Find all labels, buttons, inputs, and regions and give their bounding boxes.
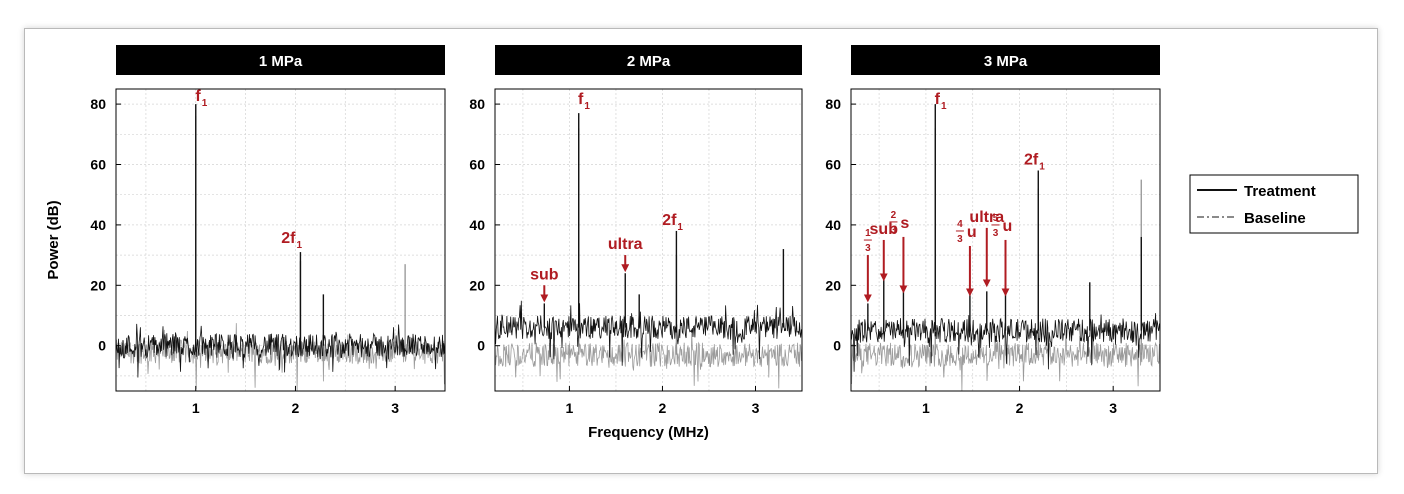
- annotation: 2f 1: [662, 212, 683, 233]
- annotation-label: sub: [530, 266, 559, 283]
- plot-frame: [850, 88, 1161, 392]
- panel-title: 3 MPa: [984, 53, 1028, 70]
- annotation: 4 3 u: [955, 219, 977, 297]
- annotation-fraction-den: 3: [865, 243, 871, 254]
- series-line-treatment: [494, 300, 803, 366]
- y-tick-label: 20: [90, 277, 106, 293]
- x-axis-label: Frequency (MHz): [588, 424, 709, 441]
- annotation-label: ultra: [608, 236, 643, 253]
- legend-box: [1189, 174, 1359, 234]
- y-tick-label: 20: [469, 277, 485, 293]
- y-tick-label: 0: [833, 338, 841, 354]
- x-tick-label: 2: [659, 400, 667, 416]
- y-tick-label: 40: [825, 217, 841, 233]
- y-tick-label: 0: [477, 338, 485, 354]
- annotation-label: f: [195, 88, 201, 105]
- legend-label-baseline: Baseline: [1244, 210, 1306, 227]
- annotation-label: u: [1003, 218, 1013, 235]
- annotation: 2f 1: [281, 230, 302, 251]
- series-line-treatment: [115, 323, 446, 378]
- x-tick-label: 1: [922, 400, 930, 416]
- x-tick-label: 3: [1109, 400, 1117, 416]
- annotation-subscript: 1: [584, 101, 590, 112]
- y-tick-label: 0: [98, 338, 106, 354]
- panel-title: 1 MPa: [259, 53, 303, 70]
- x-tick-label: 2: [292, 400, 300, 416]
- y-tick-label: 60: [469, 157, 485, 173]
- annotation-label: f: [935, 91, 941, 108]
- annotation-subscript: 1: [677, 222, 683, 233]
- figure-frame: 1 MPa 0 20 40 60 80 1 2 3 f 1 2f 1 2 MPa 0 20 40 60 80 1 2 3 f…: [24, 28, 1378, 474]
- annotation-fraction-den: 3: [891, 225, 897, 236]
- y-tick-label: 80: [90, 96, 106, 112]
- annotation-label: sub: [870, 221, 899, 238]
- annotation-subscript: 1: [941, 101, 947, 112]
- annotation-subscript: 1: [1039, 162, 1045, 173]
- annotation: 13: [863, 228, 872, 303]
- annotation-fraction-num: 1: [865, 228, 871, 239]
- x-tick-label: 1: [566, 400, 574, 416]
- y-tick-label: 40: [469, 217, 485, 233]
- x-tick-label: 3: [391, 400, 399, 416]
- annotation-label: u: [967, 224, 977, 241]
- y-axis-label: Power (dB): [45, 200, 62, 279]
- legend-label-treatment: Treatment: [1244, 183, 1316, 200]
- annotation: 2 3 s: [889, 210, 909, 294]
- y-tick-label: 60: [825, 157, 841, 173]
- annotation-label: s: [900, 215, 909, 232]
- annotation-label: 2f: [281, 230, 296, 247]
- annotation-subscript: 1: [202, 98, 208, 109]
- annotation-fraction-den: 3: [993, 228, 999, 239]
- annotation-label: f: [578, 91, 584, 108]
- y-tick-label: 20: [825, 277, 841, 293]
- panel-header: [851, 45, 1160, 75]
- panel-header: [116, 45, 445, 75]
- annotation: sub: [870, 221, 899, 282]
- panel-header: [495, 45, 802, 75]
- annotation-label: 2f: [1024, 152, 1039, 169]
- annotation-fraction-num: 5: [993, 213, 999, 224]
- annotation: 5 3 u: [991, 213, 1013, 297]
- annotation-fraction-num: 2: [891, 210, 897, 221]
- x-tick-label: 2: [1016, 400, 1024, 416]
- annotation: 2f 1: [1024, 152, 1045, 173]
- panel-title: 2 MPa: [627, 53, 671, 70]
- plot-frame: [115, 88, 446, 392]
- y-tick-label: 40: [90, 217, 106, 233]
- x-tick-label: 3: [752, 400, 760, 416]
- x-tick-label: 1: [192, 400, 200, 416]
- series-line-baseline: [494, 332, 803, 389]
- annotation: ultra: [969, 209, 1004, 288]
- series-line-baseline: [115, 323, 446, 391]
- legend: Treatment Baseline: [1189, 174, 1359, 234]
- annotation-label: ultra: [969, 209, 1004, 226]
- annotation-fraction-num: 4: [957, 219, 963, 230]
- annotation-fraction-den: 3: [957, 234, 963, 245]
- y-tick-label: 80: [825, 96, 841, 112]
- annotation: ultra: [608, 236, 643, 273]
- annotation-label: 2f: [662, 212, 677, 229]
- y-tick-label: 60: [90, 157, 106, 173]
- annotation: sub: [530, 266, 559, 303]
- plot-frame: [494, 88, 803, 392]
- annotation-subscript: 1: [296, 240, 302, 251]
- y-tick-label: 80: [469, 96, 485, 112]
